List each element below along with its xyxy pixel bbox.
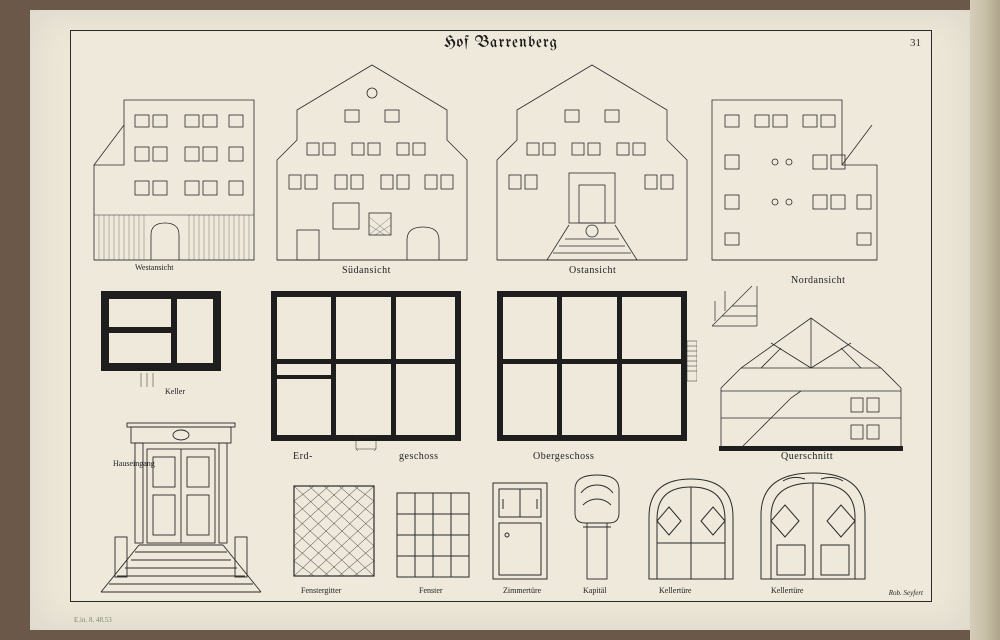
detail-hauseingang <box>91 407 271 597</box>
label-north: Nordansicht <box>791 275 845 286</box>
elevation-south <box>267 55 477 265</box>
elevation-west <box>89 65 259 265</box>
label-east: Ostansicht <box>569 265 616 276</box>
plan-obergeschoss <box>487 281 697 451</box>
label-kellertuere-1: Kellertüre <box>659 586 691 595</box>
elevation-north <box>707 65 907 265</box>
plan-keller <box>91 281 241 391</box>
book-page: Hof Barrenberg 31 <box>30 10 970 630</box>
plate-frame: Hof Barrenberg 31 <box>70 30 932 602</box>
label-west: Westansicht <box>135 263 173 272</box>
label-fenster: Fenster <box>419 586 443 595</box>
label-quer: Querschnitt <box>781 451 833 462</box>
label-erd-a: Erd- <box>293 451 313 462</box>
label-keller: Keller <box>165 387 185 396</box>
elevation-east <box>487 55 697 265</box>
label-ober: Obergeschoss <box>533 451 594 462</box>
engraver-credit: Rob. Seyfert <box>889 589 923 597</box>
label-zimmertuere: Zimmertüre <box>503 586 541 595</box>
detail-kellertuere-2 <box>753 465 873 583</box>
detail-fenster <box>393 489 473 581</box>
label-kellertuere-2: Kellertüre <box>771 586 803 595</box>
label-fenstergitter: Fenstergitter <box>301 586 341 595</box>
label-erd-b: geschoss <box>399 451 439 462</box>
library-stamp: E.in. 8. 48.53 <box>74 616 112 624</box>
detail-fenstergitter <box>289 481 379 581</box>
detail-kellertuere-1 <box>641 471 741 583</box>
label-south: Südansicht <box>342 265 391 276</box>
label-hauseingang: Hauseingang <box>113 459 155 468</box>
detail-zimmertuere <box>489 479 551 583</box>
plan-erdgeschoss <box>261 281 471 451</box>
detail-kapitael <box>565 469 629 583</box>
page-number: 31 <box>910 37 921 49</box>
cross-section <box>711 303 911 453</box>
plate-title: Hof Barrenberg <box>444 35 558 52</box>
book-binding <box>970 0 1000 640</box>
label-kapitael: Kapitäl <box>583 586 607 595</box>
